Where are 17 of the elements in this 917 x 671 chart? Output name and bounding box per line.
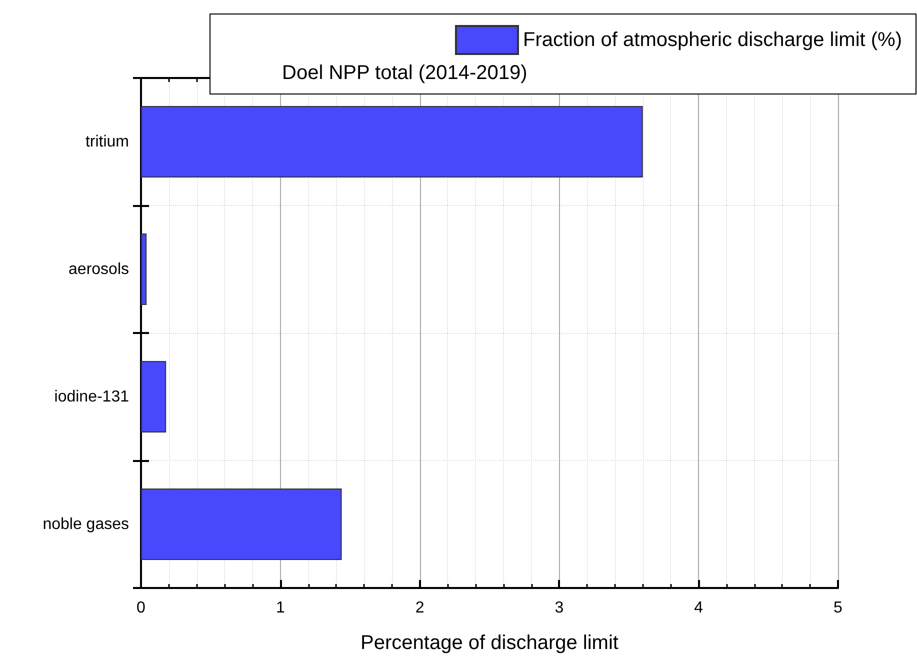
y-tick-label: noble gases: [42, 516, 129, 533]
x-tick-label: 2: [415, 600, 424, 616]
bar: [141, 361, 166, 432]
legend-label: Fraction of atmospheric discharge limit (%): [522, 29, 902, 51]
x-tick-label: 0: [136, 600, 146, 616]
bar: [141, 106, 643, 178]
x-tick-label: 1: [276, 600, 285, 616]
bar: [141, 234, 147, 305]
x-tick-label: 3: [554, 600, 564, 616]
x-tick-label: 4: [694, 600, 704, 616]
y-tick-label: iodine-131: [54, 388, 130, 406]
x-tick-label: 5: [834, 600, 843, 616]
bar: [141, 488, 342, 560]
y-tick-label: tritium: [85, 133, 129, 150]
y-tick-label: aerosols: [68, 260, 129, 278]
legend-title: Doel NPP total (2014-2019): [282, 62, 528, 84]
x-axis-title: Percentage of discharge limit: [360, 632, 619, 654]
